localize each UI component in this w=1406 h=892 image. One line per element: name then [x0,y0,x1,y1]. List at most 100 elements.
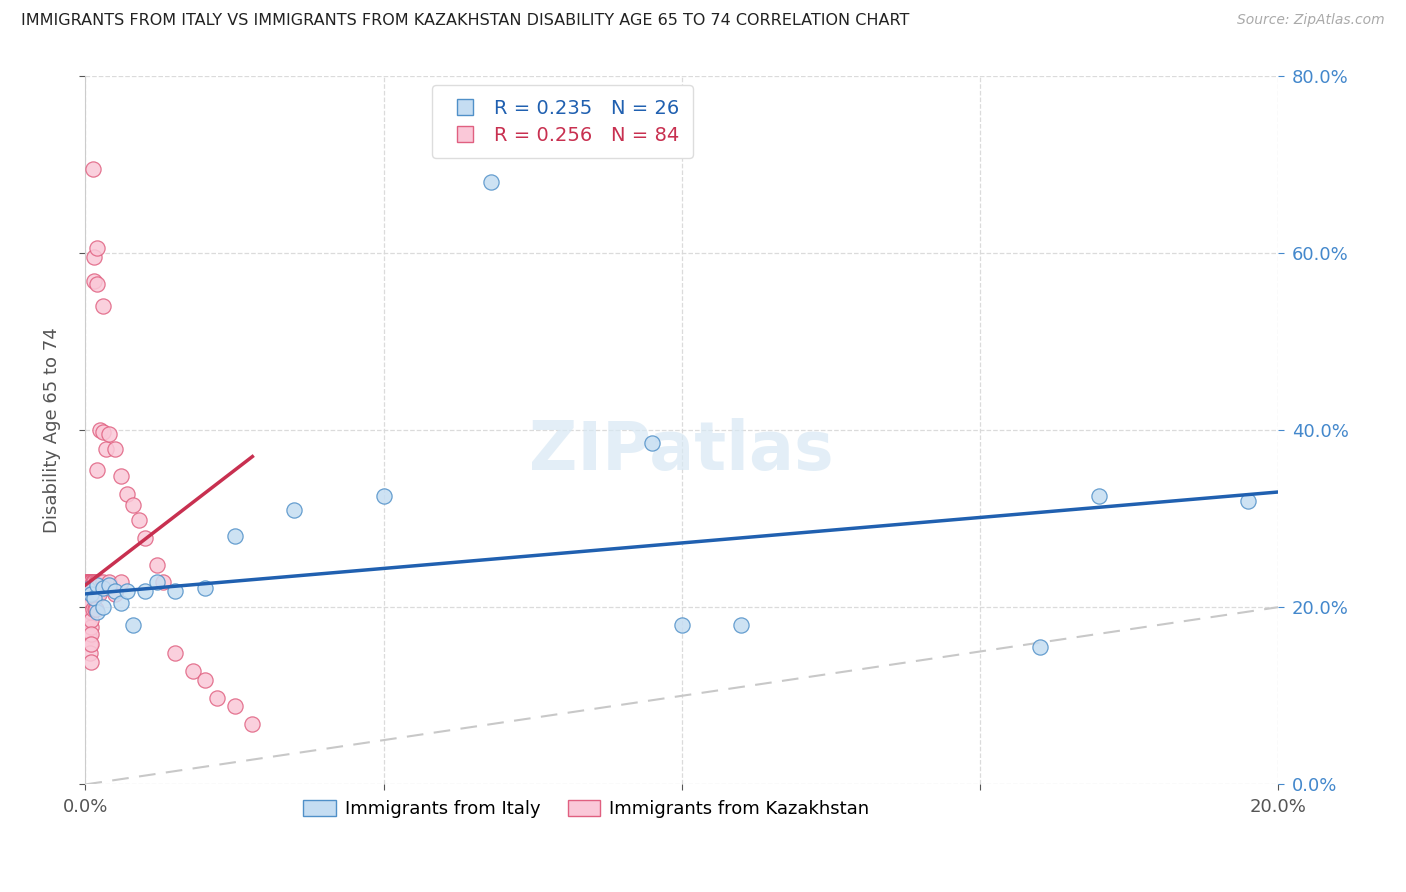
Point [76,627,98,641]
Point [77,614,100,628]
Point [242,717,264,731]
Point [98,578,121,592]
Point [86,578,108,592]
Point [373,490,395,504]
Point [91,600,114,615]
Point [671,618,693,632]
Point [75,587,97,601]
Point [84,587,107,601]
Point [84,602,107,616]
Point [77,575,100,590]
Point [86,463,108,477]
Point [77,600,100,615]
Point [104,587,127,601]
Point [80,587,103,601]
Point [77,582,100,597]
Point [79,637,101,651]
Text: IMMIGRANTS FROM ITALY VS IMMIGRANTS FROM KAZAKHSTAN DISABILITY AGE 65 TO 74 CORR: IMMIGRANTS FROM ITALY VS IMMIGRANTS FROM… [21,13,910,29]
Point [110,469,132,483]
Point [194,581,217,595]
Point [84,575,107,590]
Text: Source: ZipAtlas.com: Source: ZipAtlas.com [1237,13,1385,28]
Point [163,646,186,660]
Point [82,575,104,590]
Point [110,575,132,590]
Point [80,627,103,641]
Point [80,605,103,619]
Point [86,575,108,590]
Point [76,600,98,615]
Point [79,646,101,660]
Point [76,600,98,615]
Point [83,591,105,606]
Point [479,175,502,189]
Point [224,699,246,714]
Point [89,575,111,590]
Point [98,575,121,590]
Point [91,299,114,313]
Point [96,442,118,457]
Point [80,620,103,634]
Point [134,584,156,599]
Point [128,513,150,527]
Point [205,690,228,705]
Point [194,673,217,687]
Point [82,161,104,176]
Point [84,602,107,616]
Y-axis label: Disability Age 65 to 74: Disability Age 65 to 74 [44,327,60,533]
Point [79,575,101,590]
Point [84,587,107,601]
Point [80,614,103,628]
Point [82,575,104,590]
Point [75,575,97,590]
Point [76,611,98,625]
Point [77,629,100,643]
Point [77,600,100,615]
Point [76,575,98,590]
Point [104,442,127,457]
Point [77,584,100,599]
Point [110,596,132,610]
Point [122,618,145,632]
Point [152,575,174,590]
Point [146,558,169,572]
Point [80,637,103,651]
Point [76,575,98,590]
Point [104,584,127,599]
Point [80,655,103,669]
Point [1028,640,1050,654]
Point [79,587,101,601]
Point [91,425,114,439]
Point [83,274,105,288]
Point [283,502,305,516]
Point [80,584,103,599]
Point [80,596,103,610]
Point [79,575,101,590]
Point [146,575,169,590]
Point [181,664,204,678]
Point [86,241,108,255]
Point [89,423,111,437]
Point [163,584,186,599]
Point [98,427,121,442]
Point [641,436,664,450]
Point [77,587,100,601]
Point [76,584,98,599]
Point [76,614,98,628]
Point [730,618,752,632]
Point [77,631,100,645]
Point [83,587,105,601]
Text: ZIPatlas: ZIPatlas [530,418,834,484]
Point [77,575,100,590]
Legend: Immigrants from Italy, Immigrants from Kazakhstan: Immigrants from Italy, Immigrants from K… [297,792,876,825]
Point [87,587,110,601]
Point [86,277,108,291]
Point [224,529,246,543]
Point [80,575,103,590]
Point [83,575,105,590]
Point [1237,494,1260,508]
Point [83,250,105,264]
Point [75,600,97,615]
Point [91,575,114,590]
Point [76,611,98,625]
